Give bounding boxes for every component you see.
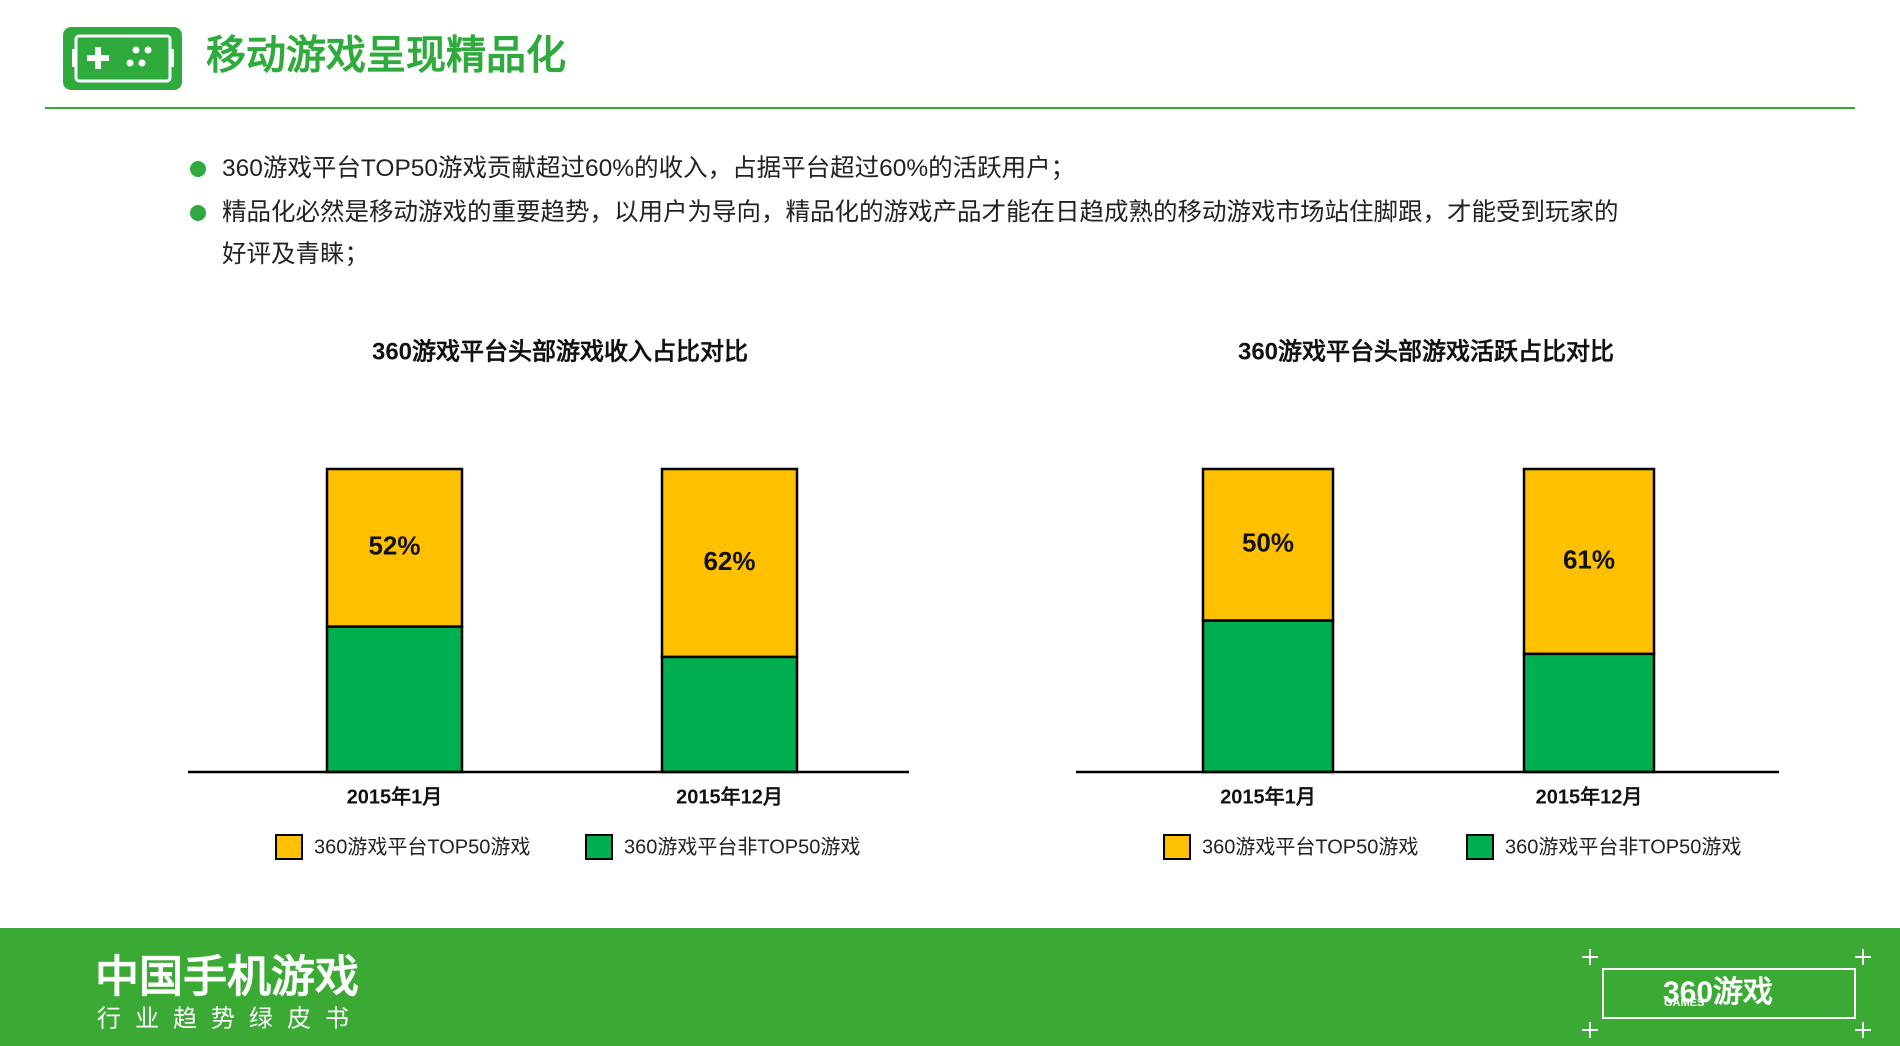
footer-logo [1582, 949, 1871, 1038]
bar-segment [1522, 467, 1656, 656]
x-tick-label: 2015年1月 [347, 784, 443, 808]
x-tick-label: 2015年12月 [1536, 784, 1643, 808]
chart-title: 360游戏平台头部游戏活跃占比对比 [1238, 337, 1614, 365]
value-label: 52% [368, 531, 420, 561]
footer-band [0, 928, 1900, 1046]
header-icon [63, 27, 182, 90]
value-label: 62% [703, 546, 755, 576]
legend-label: 360游戏平台TOP50游戏 [1202, 835, 1418, 858]
legend-label: 360游戏平台TOP50游戏 [314, 835, 530, 858]
x-tick-label: 2015年1月 [1220, 784, 1316, 808]
legend-swatch [585, 834, 613, 860]
bullet-list: 360游戏平台TOP50游戏贡献超过60%的收入，占据平台超过60%的活跃用户；… [190, 148, 1640, 278]
bullet: 360游戏平台TOP50游戏贡献超过60%的收入，占据平台超过60%的活跃用户； [190, 148, 1640, 190]
bullet: 精品化必然是移动游戏的重要趋势，以用户为导向，精品化的游戏产品才能在日趋成熟的移… [190, 192, 1640, 276]
legend-label: 360游戏平台非TOP50游戏 [1505, 835, 1741, 858]
legend-label: 360游戏平台非TOP50游戏 [624, 835, 860, 858]
value-label: 50% [1242, 528, 1294, 558]
chart-title: 360游戏平台头部游戏收入占比对比 [372, 337, 748, 365]
bar-segment [1522, 652, 1656, 774]
bar-segment [325, 467, 464, 628]
x-tick-label: 2015年12月 [676, 784, 783, 808]
footer-title: 中国手机游戏 [95, 953, 359, 1002]
footer-subtitle: 行业趋势绿皮书 [97, 1005, 363, 1032]
bar-segment [660, 467, 799, 659]
bar-segment [1201, 467, 1335, 622]
bar-segment [660, 655, 799, 774]
bar-segment [325, 625, 464, 774]
legend-swatch [1163, 834, 1191, 860]
legend-swatch [1466, 834, 1494, 860]
page-title: 移动游戏呈现精品化 [206, 34, 566, 78]
bar-segment [1201, 619, 1335, 774]
legend-swatch [275, 834, 303, 860]
logo-text: 360游戏 [1663, 976, 1773, 1009]
logo-small: GAMES [1664, 997, 1704, 1009]
value-label: 61% [1563, 544, 1615, 574]
